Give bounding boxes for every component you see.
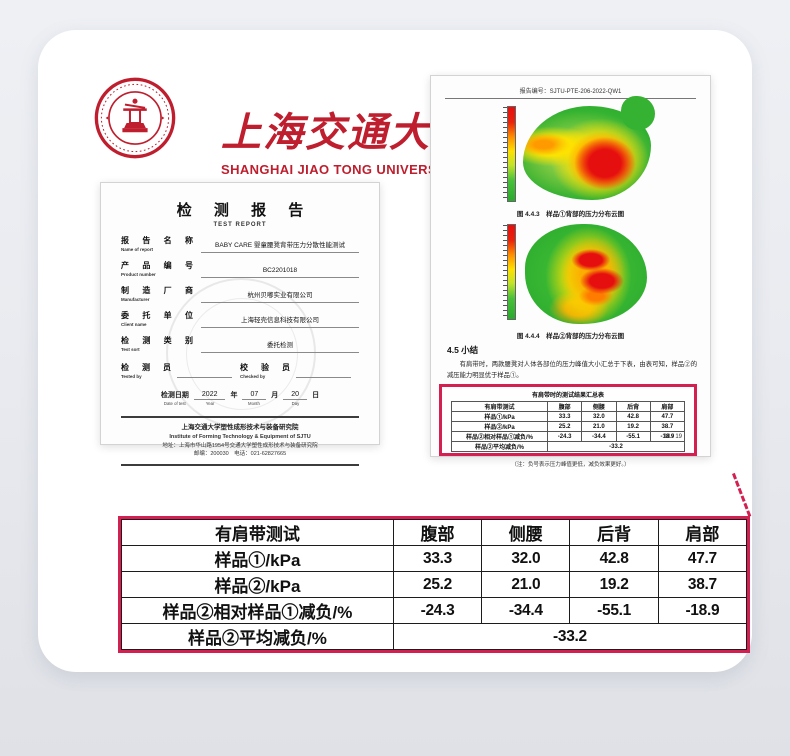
date-year-value: 2022 — [193, 391, 226, 400]
date-month-value: 07 — [242, 391, 267, 400]
date-label-cn: 检测日期 — [160, 392, 189, 399]
field-label-en: Product number — [121, 272, 156, 278]
pressure-heatmap-sample2 — [525, 224, 647, 324]
field-value: 委托检测 — [201, 339, 359, 353]
sjtu-logo: 上海交通大学 SHANGHAI JIAO TONG UNIVERSITY — [93, 74, 473, 194]
checked-by-label-cn: 校 验 员 — [240, 363, 290, 372]
university-name-en: SHANGHAI JIAO TONG UNIVERSITY — [221, 162, 459, 177]
sjtu-seal-icon — [94, 77, 176, 159]
field-label-cn: 报告名称 — [121, 236, 193, 245]
institute-address: 地址：上海市华山路1954号交通大学塑性成形技术与装备研究院 — [162, 442, 318, 449]
test-date-row: 检测日期 Date of test 2022 Year 年 07 Month 月 — [121, 390, 359, 407]
tested-by-label-cn: 检 测 员 — [121, 363, 171, 372]
date-year-en: Year — [205, 401, 214, 407]
field-label-en: Test sort — [121, 347, 140, 353]
date-year-cn: 年 — [230, 392, 238, 399]
pressure-scale-bar — [503, 106, 516, 202]
field-label-en: Manufacturer — [121, 297, 150, 303]
university-name-cn: 上海交通大学 — [221, 109, 473, 156]
table-note: （注：负号表示压力峰值更低，减负效果更好。） — [511, 462, 630, 468]
header-rule — [445, 98, 696, 99]
summary-table: 有肩带测试 腹部 侧腰 后背 肩部 样品①/kPa 33.3 32.0 42.8… — [121, 519, 748, 650]
mini-col-header: 后背 — [615, 401, 651, 412]
field-label-cn: 委托单位 — [121, 311, 193, 320]
checked-by-line — [296, 368, 351, 378]
table-row: 样品①/kPa 33.3 32.0 42.8 47.7 — [121, 545, 748, 572]
highlight-box: 有肩带时的测试结果汇总表 有肩带测试 腹部 侧腰 后背 肩部 样品①/kPa 3… — [439, 384, 697, 456]
figure-caption: 图 4.4.3 样品①背部的压力分布云图 — [516, 211, 625, 218]
institute-footer: 上海交通大学塑性成形技术与装备研究院 Institute of Forming … — [121, 423, 359, 459]
table-header-row: 有肩带测试 腹部 侧腰 后背 肩部 — [121, 519, 748, 546]
date-day-en: Day — [291, 401, 299, 407]
tested-by-label-en: Tested by — [121, 374, 142, 380]
date-day-cn: 日 — [312, 392, 320, 399]
report-number: 报告编号：SJTU-PTE-206-2022-QW1 — [519, 89, 622, 95]
report-title: 检 测 报 告 — [176, 202, 313, 219]
field-label-en: Name of report — [121, 247, 154, 253]
section-title: 4.5 小结 — [447, 345, 479, 355]
field-manufacturer: 制造厂商 Manufacturer 杭州贝嘟实业有限公司 — [121, 285, 359, 303]
institute-name-en: Institute of Forming Technology & Equipm… — [169, 434, 311, 441]
col-header-abdomen: 腹部 — [392, 519, 483, 546]
table-row: 样品②/kPa 25.2 21.0 19.2 38.7 — [121, 571, 748, 598]
field-report-name: 报告名称 Name of report BABY CARE 婴童腰凳背带压力分散… — [121, 235, 359, 253]
field-label-cn: 产品编号 — [121, 261, 193, 270]
mini-table-title: 有肩带时的测试结果汇总表 — [531, 393, 604, 399]
col-header-shoulder: 肩部 — [657, 519, 748, 546]
field-value: BABY CARE 婴童腰凳背带压力分散性能测试 — [201, 239, 359, 253]
institute-name-cn: 上海交通大学塑性成形技术与装备研究院 — [181, 424, 299, 431]
table-row: 样品②/kPa 25.2 21.0 19.2 38.7 — [451, 421, 686, 432]
field-value: BC2201018 — [201, 267, 359, 278]
summary-table-callout: 有肩带测试 腹部 侧腰 后背 肩部 样品①/kPa 33.3 32.0 42.8… — [118, 516, 750, 653]
date-day-value: 20 — [283, 391, 308, 400]
date-month-en: Month — [248, 401, 261, 407]
pressure-scale-bar — [503, 224, 516, 320]
table-row: 样品②相对样品①减负/% -24.3 -34.4 -55.1 -18.9 — [121, 597, 748, 624]
date-label-en: Date of test — [164, 401, 186, 407]
report-results-page: 报告编号：SJTU-PTE-206-2022-QW1 图 4.4.3 样品①背部… — [430, 75, 711, 468]
divider — [121, 416, 359, 418]
table-row: 样品②相对样品①减负/% -24.3 -34.4 -55.1 -18.9 — [451, 431, 686, 442]
field-value: 上海轻壳信息科技有限公司 — [201, 314, 359, 328]
date-month-cn: 月 — [271, 392, 279, 399]
summary-paragraph: 有肩带时，两款腰凳对人体各部位的压力峰值大小汇总于下表，由表可知，样品②的减压能… — [447, 361, 697, 380]
content-card: 上海交通大学 SHANGHAI JIAO TONG UNIVERSITY 检 测… — [38, 30, 752, 672]
table-row: 样品②平均减负/% -33.2 — [451, 441, 685, 452]
field-test-sort: 检测类别 Test sort 委托检测 — [121, 335, 359, 353]
table-row: 样品②平均减负/% -33.2 — [121, 623, 748, 650]
tested-by-line — [177, 368, 232, 378]
institute-contact: 邮编：200030 电话：021-62827665 — [193, 451, 287, 458]
divider — [121, 463, 359, 466]
mini-col-header: 有肩带测试 — [451, 401, 548, 412]
field-value: 杭州贝嘟实业有限公司 — [201, 289, 359, 303]
mini-col-header: 腹部 — [546, 401, 583, 412]
field-label-cn: 制造厂商 — [121, 286, 193, 295]
figure-caption: 图 4.4.4 样品②背部的压力分布云图 — [516, 333, 625, 340]
table-row: 样品①/kPa 33.3 32.0 42.8 47.7 — [451, 411, 686, 422]
test-report-cover: 检 测 报 告 TEST REPORT 报告名称 Name of report … — [100, 182, 380, 466]
col-header-waist: 侧腰 — [481, 519, 571, 546]
field-product-number: 产品编号 Product number BC2201018 — [121, 260, 359, 278]
field-client: 委托单位 Client name 上海轻壳信息科技有限公司 — [121, 310, 359, 328]
pressure-heatmap-sample1 — [523, 96, 655, 200]
field-label-cn: 检测类别 — [121, 336, 193, 345]
mini-col-header: 肩部 — [649, 401, 686, 412]
mini-col-header: 侧腰 — [581, 401, 617, 412]
field-label-en: Client name — [121, 322, 147, 328]
report-subtitle: TEST REPORT — [213, 222, 267, 228]
callout-connector-line — [732, 472, 752, 517]
signature-row: 检 测 员 Tested by 校 验 员 Checked by — [121, 362, 359, 380]
mini-results-table: 有肩带测试 腹部 侧腰 后背 肩部 样品①/kPa 33.3 32.0 42.8… — [451, 401, 686, 452]
col-header-test: 有肩带测试 — [121, 519, 394, 546]
checked-by-label-en: Checked by — [240, 374, 266, 380]
col-header-back: 后背 — [569, 519, 659, 546]
page-number: 18 / 19 — [663, 434, 682, 440]
